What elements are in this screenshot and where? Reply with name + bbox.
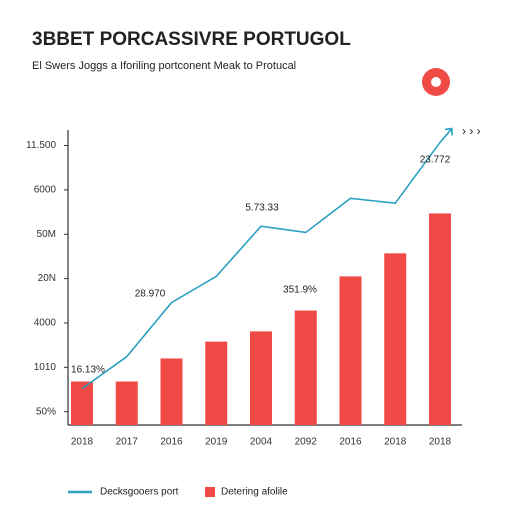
bar [71, 381, 93, 425]
x-tick-label: 2018 [429, 437, 452, 448]
y-tick-label: 50% [36, 406, 56, 417]
legend-swatch [205, 487, 215, 497]
line-arrow [439, 127, 453, 143]
annotation: 16.13% [71, 365, 105, 376]
bar [339, 276, 362, 425]
x-tick-label: 2092 [295, 437, 318, 448]
bar [160, 358, 183, 425]
bar [429, 213, 451, 425]
icon-dot [431, 77, 441, 87]
bar [294, 310, 317, 425]
y-tick-label: 1010 [34, 362, 57, 373]
annotation: 28.970 [135, 289, 166, 300]
x-tick-label: 2017 [116, 437, 139, 448]
x-tick-label: 2016 [160, 437, 183, 448]
chart-title: 3BBET PORCASSIVRE PORTUGOL [32, 29, 351, 50]
y-tick-label: 6000 [34, 185, 57, 196]
y-tick-label: 50M [37, 229, 56, 240]
bar [384, 253, 407, 425]
x-tick-label: 2016 [339, 437, 362, 448]
annotation: 23.772 [420, 155, 451, 166]
line [81, 141, 441, 390]
x-tick-label: 2018 [384, 437, 407, 448]
legend-label: Detering afolile [221, 487, 288, 498]
annotation: 351.9% [283, 285, 317, 296]
bar [115, 381, 138, 425]
bar [250, 331, 272, 425]
bar [205, 341, 228, 425]
x-tick-label: 2019 [205, 437, 228, 448]
chart-subtitle: El Swers Joggs a Iforiling portconent Me… [32, 60, 296, 72]
x-tick-label: 2018 [71, 437, 94, 448]
x-tick-label: 2004 [250, 437, 273, 448]
annotation: 5.73.33 [245, 203, 279, 214]
y-tick-label: 4000 [34, 318, 57, 329]
y-tick-label: 11.500 [26, 140, 56, 151]
y-tick-label: 20N [38, 273, 56, 284]
decor-arrows: › › › [462, 124, 481, 138]
legend-label: Decksgooers port [100, 487, 179, 498]
